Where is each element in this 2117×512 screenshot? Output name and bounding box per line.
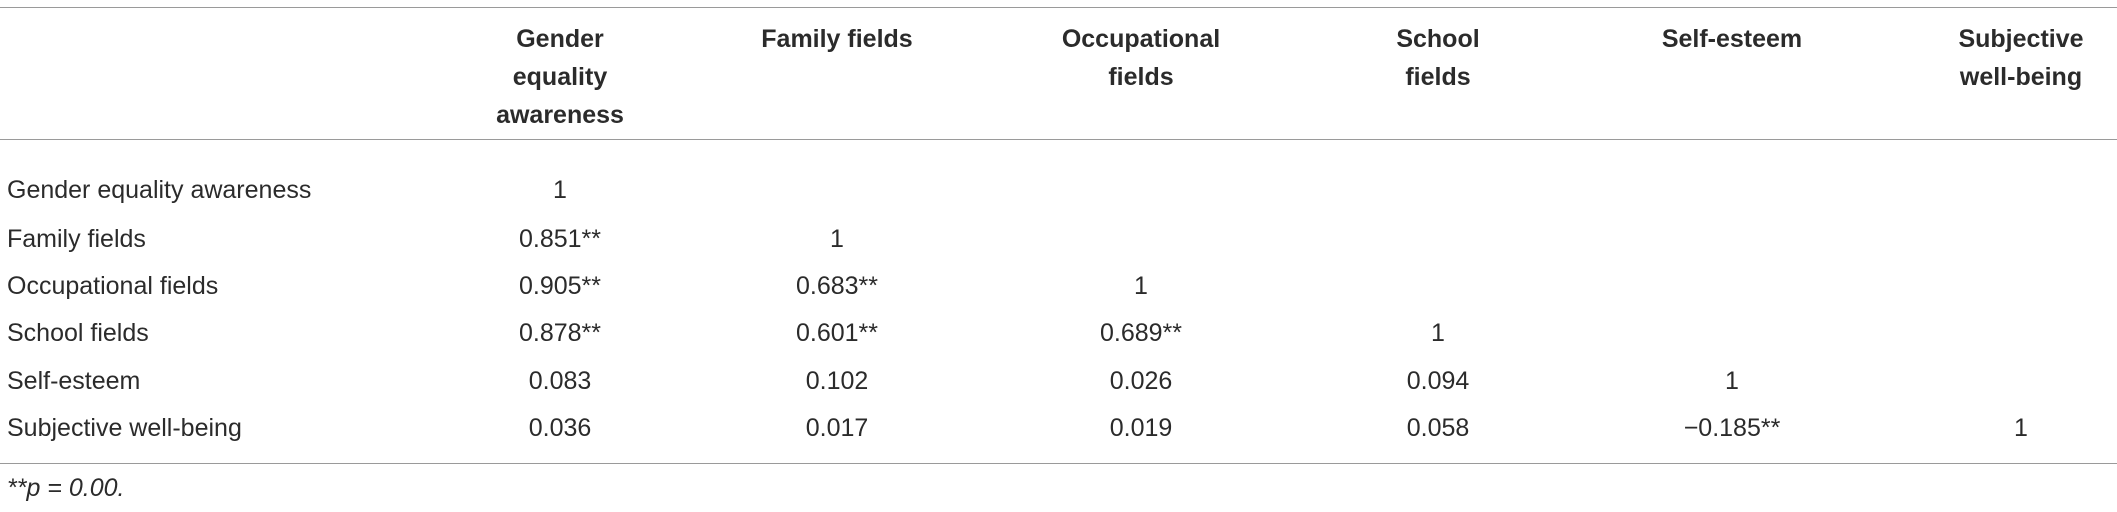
table-cell: −0.185** [1683,414,1781,442]
footnote: **p = 0.00. [7,474,125,502]
header-rule [0,139,2117,140]
row-label: Subjective well-being [7,414,242,442]
table-cell: 0.102 [805,367,869,395]
column-header: Family fields [761,25,913,53]
table-cell: 0.851** [518,225,602,253]
table-cell: 1 [2014,414,2028,442]
table-cell: 1 [830,225,844,253]
table-cell: 0.017 [805,414,869,442]
table-cell: 1 [1725,367,1739,395]
table-cell: 0.019 [1109,414,1173,442]
column-header: Self-esteem [1661,25,1803,53]
row-label: Gender equality awareness [7,176,312,204]
table-cell: 0.683** [795,272,879,300]
top-rule [0,7,2117,8]
column-header: School fields [1396,25,1480,91]
column-header: Subjective well-being [1958,25,2084,91]
table-cell: 0.036 [528,414,592,442]
table-cell: 0.905** [518,272,602,300]
table-cell: 1 [1431,319,1445,347]
table-cell: 1 [553,176,567,204]
row-label: School fields [7,319,149,347]
column-header: Gender equality awareness [496,25,624,129]
table-cell: 0.026 [1109,367,1173,395]
table-cell: 0.058 [1406,414,1470,442]
table-cell: 0.689** [1099,319,1183,347]
table-cell: 0.601** [795,319,879,347]
table-cell: 0.083 [528,367,592,395]
row-label: Occupational fields [7,272,219,300]
bottom-rule [0,463,2117,464]
table-cell: 1 [1134,272,1148,300]
column-header: Occupational fields [1061,25,1221,91]
table-cell: 0.094 [1406,367,1470,395]
row-label: Family fields [7,225,146,253]
table-cell: 0.878** [518,319,602,347]
row-label: Self-esteem [7,367,141,395]
